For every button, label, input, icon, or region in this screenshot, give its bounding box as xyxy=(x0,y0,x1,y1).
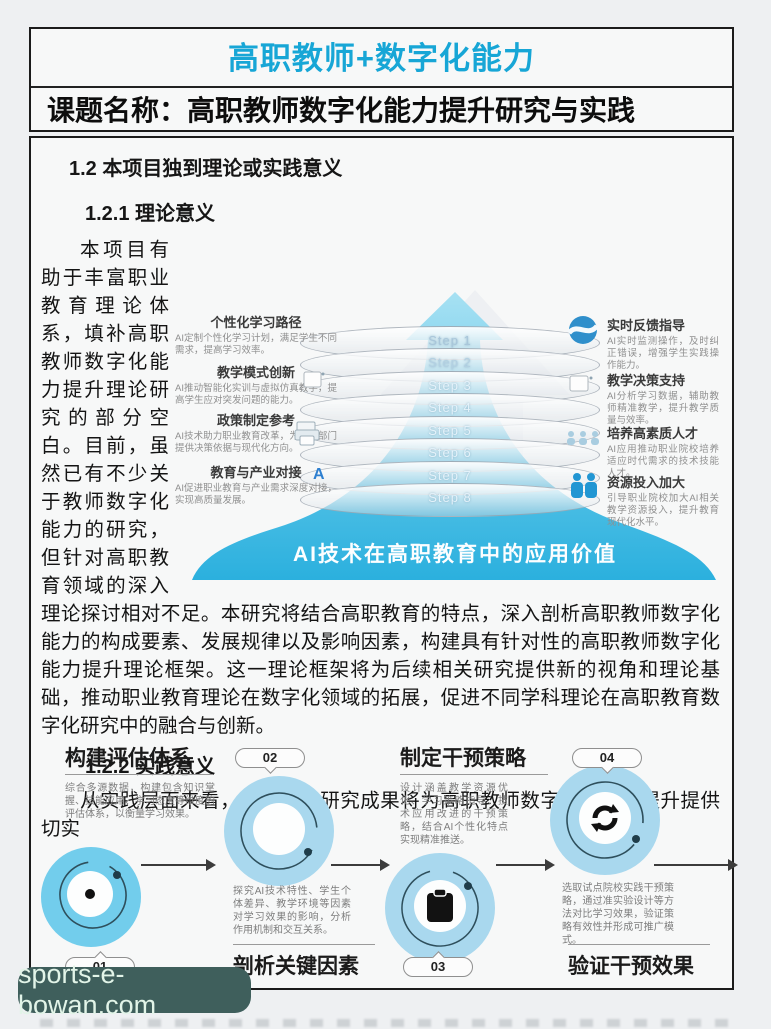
letter-a-icon: A xyxy=(313,466,325,483)
feature-policy: 政策制定参考 AI技术助力职业教育改革，为管理部门提供决策依据与现代化方向。 xyxy=(175,413,337,454)
people-group-icon xyxy=(567,431,599,445)
feature-talent: 培养高素质人才 AI应用推动职业院校培养适应时代需求的技术技能人才。 xyxy=(607,426,719,479)
content-box: 1.2 本项目独到理论或实践意义 1.2.1 理论意义 xyxy=(29,136,738,990)
process-circle-1 xyxy=(41,847,141,947)
flow-arrow xyxy=(654,859,738,871)
feature-industry: 教育与产业对接 AI促进职业教育与产业需求深度对接，实现高质量发展。 xyxy=(175,465,337,506)
process-title-2: 剖析关键因素 xyxy=(233,955,359,978)
page-title: 高职教师+数字化能力 xyxy=(31,29,732,88)
ai-value-diagram: Step 1 Step 2 Step 3 Step 4 Step 5 Step … xyxy=(175,290,720,580)
section-heading-12: 1.2 本项目独到理论或实践意义 xyxy=(69,158,343,180)
rule xyxy=(233,944,375,945)
circle-core xyxy=(253,803,305,855)
step-label: Step 6 xyxy=(428,445,472,460)
process-badge-2: 02 xyxy=(235,748,305,768)
two-persons-icon xyxy=(571,473,597,498)
process-badge-4: 04 xyxy=(572,748,642,768)
process-desc-4: 选取试点院校实践干预策略，通过准实验设计等方法对比学习效果，验证策略有效性并形成… xyxy=(562,883,674,946)
watermark-badge: sports-e-bowan.com xyxy=(18,959,251,1020)
section-heading-121: 1.2.1 理论意义 xyxy=(85,203,216,225)
feature-learning-path: 个性化学习路径 AI定制个性化学习计划，满足学生不同需求，提高学习效率。 xyxy=(175,315,337,356)
header-box: 高职教师+数字化能力 课题名称：高职教师数字化能力提升研究与实践 xyxy=(29,27,734,132)
rule xyxy=(65,774,213,775)
step-label: Step 3 xyxy=(428,378,472,393)
process-circle-4 xyxy=(550,765,660,875)
progress-ring xyxy=(566,781,644,859)
process-diagram: 构建评估体系 综合多源数据，构建包含知识掌握、技能应用、学习态度等维度的评估体系… xyxy=(41,728,738,988)
flow-arrow xyxy=(141,859,216,871)
process-title-3: 制定干预策略 xyxy=(400,747,526,770)
step-label: Step 4 xyxy=(428,400,472,415)
step-label: Step 2 xyxy=(428,355,472,370)
clipboard-icon xyxy=(414,880,466,932)
progress-ring xyxy=(59,861,127,929)
flow-arrow xyxy=(496,859,555,871)
process-circle-2 xyxy=(224,776,334,886)
feature-resource: 资源投入加大 引导职业院校加大AI相关教学资源投入，提升教育现代化水平。 xyxy=(607,475,719,528)
step-label: Step 5 xyxy=(428,423,472,438)
document-icon xyxy=(303,371,325,388)
refresh-icon xyxy=(579,792,631,844)
step-label: Step 1 xyxy=(428,333,472,348)
progress-ring xyxy=(401,869,479,947)
step-label: Step 8 xyxy=(428,490,472,505)
ai-diagram-caption: AI技术在高职教育中的应用价值 xyxy=(293,543,617,566)
cutoff-text-strip xyxy=(40,1019,730,1027)
rule xyxy=(400,774,548,775)
flow-arrow xyxy=(331,859,390,871)
step-disc xyxy=(300,483,600,517)
document-icon xyxy=(569,375,593,392)
progress-ring xyxy=(240,792,318,870)
feature-decision-support: 教学决策支持 AI分析学习数据，辅助教师精准教学，提升教学质量与效率。 xyxy=(607,373,719,426)
feature-teaching-mode: 教学模式创新 AI推动智能化实训与虚拟仿真教学，提高学生应对突发问题的能力。 xyxy=(175,365,337,406)
rule xyxy=(568,944,710,945)
process-desc-2: 探究AI技术特性、学生个体差异、教学环境等因素对学习效果的影响，分析作用机制和交… xyxy=(233,886,351,936)
process-desc-3: 设计涵盖教学资源优化、学习策略指导、技术应用改进的干预策略，结合AI个性化特点实… xyxy=(400,783,508,846)
step-label: Step 7 xyxy=(428,468,472,483)
process-title-1: 构建评估体系 xyxy=(65,747,191,770)
process-desc-1: 综合多源数据，构建包含知识掌握、技能应用、学习态度等维度的评估体系，以衡量学习效… xyxy=(65,783,215,820)
feature-feedback: 实时反馈指导 AI实时监测操作，及时纠正错误，增强学生实践操作能力。 xyxy=(607,318,719,371)
dot-target-icon xyxy=(67,871,113,917)
process-title-4: 验证干预效果 xyxy=(568,955,694,978)
sphere-swoosh-icon xyxy=(567,316,599,344)
section-heading-122: 1.2.2 实践意义 xyxy=(85,756,216,778)
printer-icon xyxy=(294,421,320,446)
process-badge-3: 03 xyxy=(403,957,473,977)
theory-paragraph-wrap: Step 1 Step 2 Step 3 Step 4 Step 5 Step … xyxy=(41,236,720,740)
theory-paragraph: 本项目有助于丰富职业教育理论体系，填补高职教师数字化能力提升理论研究的部分空白。… xyxy=(41,239,720,737)
subject-title: 课题名称：高职教师数字化能力提升研究与实践 xyxy=(47,95,636,126)
process-circle-3 xyxy=(385,853,495,963)
